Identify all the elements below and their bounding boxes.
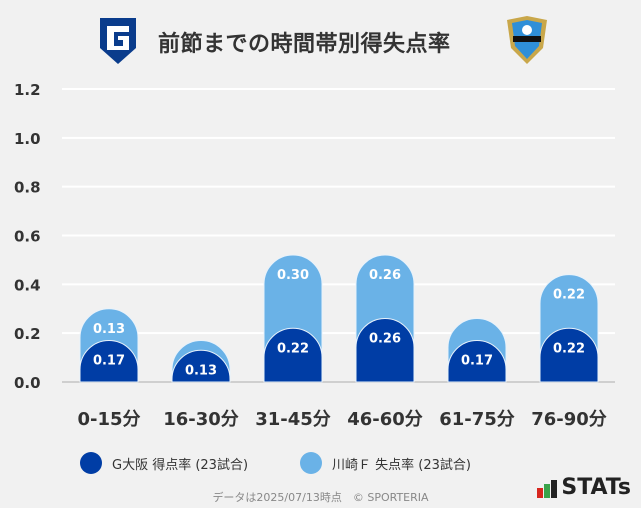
footer-note: データは2025/07/13時点 © SPORTERIA xyxy=(212,491,429,504)
x-category-label: 16-30分 xyxy=(163,409,239,430)
kawasaki-frontale-logo xyxy=(503,14,551,72)
gamba-osaka-logo xyxy=(98,16,138,70)
bar-gamba-score xyxy=(263,327,323,383)
legend-swatch-light xyxy=(300,452,322,474)
bar-gamba-score xyxy=(447,340,507,383)
x-category-label: 31-45分 xyxy=(255,409,331,430)
y-tick-label: 0.4 xyxy=(14,276,41,294)
data-label-gamba: 0.22 xyxy=(553,341,585,356)
data-label-kawasaki: 0.26 xyxy=(369,268,401,283)
data-label-gamba: 0.17 xyxy=(461,353,493,368)
bar-gamba-score xyxy=(79,340,139,383)
legend-label: G大阪 得点率 (23試合) xyxy=(112,457,249,473)
y-tick-label: 0.8 xyxy=(14,179,41,197)
data-label-kawasaki: 0.22 xyxy=(553,288,585,303)
x-category-label: 46-60分 xyxy=(347,409,423,430)
y-tick-label: 0.6 xyxy=(14,228,41,246)
data-label-kawasaki: 0.13 xyxy=(93,322,125,337)
legend-label: 川崎Ｆ 失点率 (23試合) xyxy=(332,457,471,473)
y-tick-label: 1.0 xyxy=(14,130,41,148)
chart-title: 前節までの時間帯別得失点率 xyxy=(158,32,451,57)
legend-item-kawasaki: 川崎Ｆ 失点率 (23試合) xyxy=(300,452,471,474)
x-category-label: 76-90分 xyxy=(531,409,607,430)
stacked-bar-chart: 0.0 0.2 0.4 0.6 0.8 1.0 1.2 0.17 0.13 0-15分 0.13 16… xyxy=(14,81,615,430)
y-tick-label: 0.0 xyxy=(14,374,41,392)
y-tick-label: 1.2 xyxy=(14,81,41,99)
x-category-label: 61-75分 xyxy=(439,409,515,430)
stats-logo-icon xyxy=(537,480,558,498)
bar-gamba-score xyxy=(171,349,231,383)
bar-gamba-score xyxy=(539,327,599,383)
data-label-kawasaki: 0.30 xyxy=(277,268,309,283)
data-label-gamba: 0.26 xyxy=(369,332,401,347)
data-label-gamba: 0.17 xyxy=(93,353,125,368)
bar-gamba-score xyxy=(355,318,415,383)
data-label-gamba: 0.22 xyxy=(277,341,309,356)
legend-swatch-dark xyxy=(80,452,102,474)
legend-item-gamba: G大阪 得点率 (23試合) xyxy=(80,452,248,474)
data-label-gamba: 0.13 xyxy=(185,363,217,378)
stats-brand: STATs xyxy=(537,477,631,499)
x-category-label: 0-15分 xyxy=(77,409,140,430)
y-tick-label: 0.2 xyxy=(14,325,41,343)
